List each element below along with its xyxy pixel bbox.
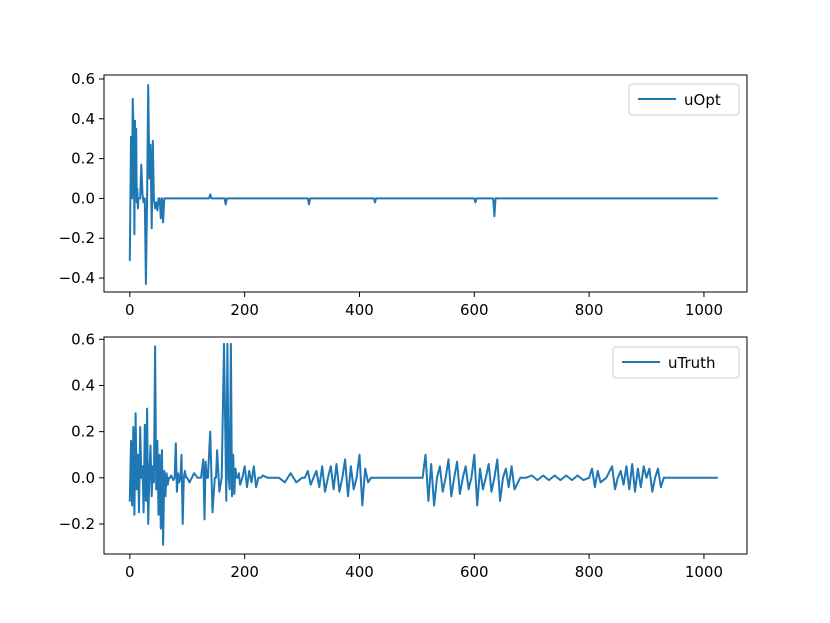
bottom-x-tick-label: 400: [345, 563, 374, 581]
top-y-tick-label: 0.4: [71, 110, 95, 128]
top-y-tick-label: 0.2: [71, 150, 95, 168]
bottom-y-tick-label: 0.4: [71, 376, 95, 394]
uopt-legend-label: uOpt: [684, 91, 721, 109]
top-legend: uOpt: [628, 83, 740, 116]
top-y-tick-label: −0.2: [59, 229, 95, 247]
bottom-y-tick-label: 0.2: [71, 423, 95, 441]
bottom-x-ticks: 0 200 400 600 800 1000: [125, 554, 723, 581]
top-subplot: 0 200 400 600 800 1000 −0.4 −0.2 0.0 0.2 0.4 0.6 u…: [59, 70, 748, 319]
bottom-y-tick-label: −0.2: [59, 515, 95, 533]
bottom-x-tick-label: 800: [575, 563, 604, 581]
top-y-tick-label: 0.0: [71, 189, 95, 207]
top-x-tick-label: 0: [125, 301, 135, 319]
top-x-tick-label: 600: [460, 301, 489, 319]
bottom-y-tick-label: 0.6: [71, 330, 95, 348]
utruth-series-line: [128, 342, 719, 546]
bottom-x-tick-label: 0: [125, 563, 135, 581]
bottom-y-ticks: −0.2 0.0 0.2 0.4 0.6: [59, 330, 104, 533]
top-y-tick-label: 0.6: [71, 70, 95, 88]
top-x-tick-label: 400: [345, 301, 374, 319]
bottom-subplot: 0 200 400 600 800 1000 −0.2 0.0 0.2 0.4 0.6 uTrut…: [59, 330, 748, 581]
bottom-legend: uTruth: [612, 346, 740, 379]
uopt-series-line: [128, 84, 719, 285]
top-y-ticks: −0.4 −0.2 0.0 0.2 0.4 0.6: [59, 70, 104, 287]
bottom-plot-frame: [103, 336, 748, 555]
top-legend-box: [628, 83, 740, 116]
bottom-legend-box: [612, 346, 740, 379]
top-x-tick-label: 200: [230, 301, 259, 319]
bottom-x-tick-label: 1000: [685, 563, 723, 581]
bottom-x-tick-label: 600: [460, 563, 489, 581]
bottom-y-tick-label: 0.0: [71, 469, 95, 487]
top-x-ticks: 0 200 400 600 800 1000: [125, 292, 723, 319]
top-plot-frame: [103, 74, 748, 293]
utruth-legend-label: uTruth: [668, 354, 716, 372]
bottom-x-tick-label: 200: [230, 563, 259, 581]
top-x-tick-label: 800: [575, 301, 604, 319]
top-x-tick-label: 1000: [685, 301, 723, 319]
top-y-tick-label: −0.4: [59, 269, 95, 287]
